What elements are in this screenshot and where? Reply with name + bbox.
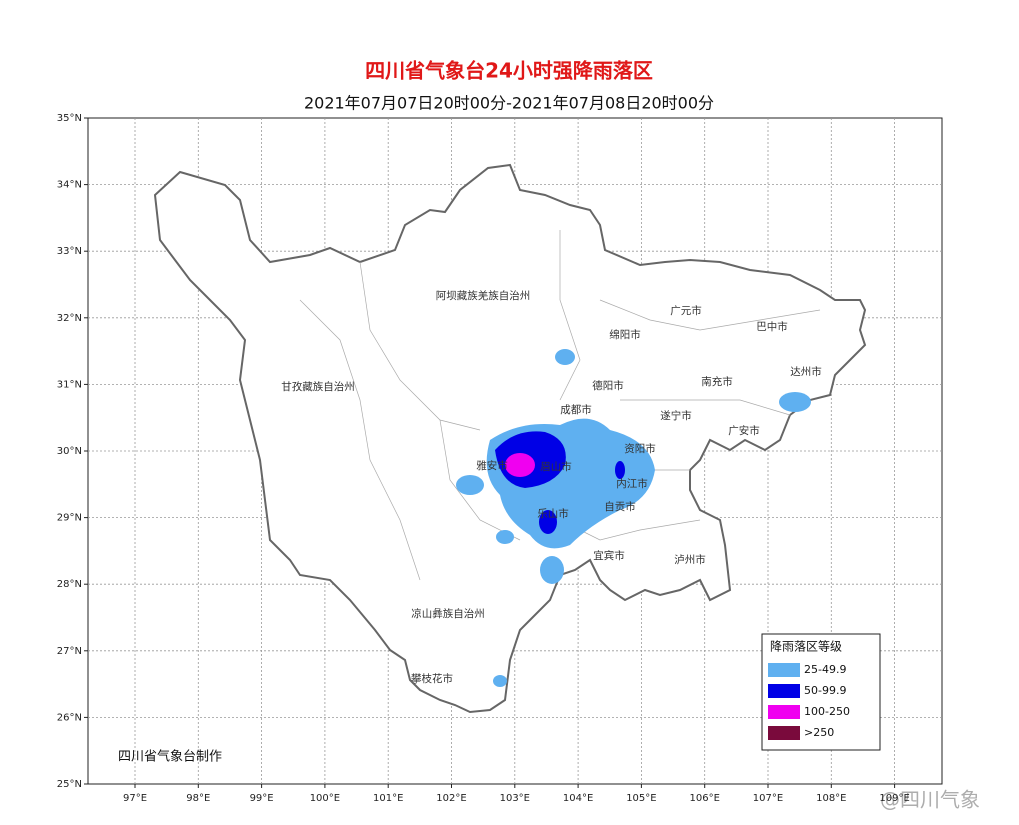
region-label: 成都市 <box>560 403 592 416</box>
lon-tick-label: 105°E <box>626 793 656 804</box>
region-label: 阿坝藏族羌族自治州 <box>436 289 531 302</box>
lon-tick-label: 97°E <box>123 793 147 804</box>
region-label: 广元市 <box>670 304 702 317</box>
region-label: 眉山市 <box>540 460 572 473</box>
lat-tick-label: 34°N <box>57 180 82 191</box>
legend-swatch <box>768 663 800 677</box>
lon-tick-label: 103°E <box>500 793 530 804</box>
region-label: 甘孜藏族自治州 <box>281 380 355 393</box>
region-label: 德阳市 <box>592 379 624 392</box>
region-labels: 阿坝藏族羌族自治州 甘孜藏族自治州 凉山彝族自治州 攀枝花市 绵阳市 广元市 巴… <box>281 289 822 685</box>
region-label: 攀枝花市 <box>411 672 453 685</box>
watermark: @四川气象 <box>880 788 980 812</box>
region-label: 泸州市 <box>674 553 706 566</box>
legend-label: 100-250 <box>804 705 850 718</box>
region-label: 宜宾市 <box>593 549 625 562</box>
region-label: 雅安市 <box>476 459 508 472</box>
lat-tick-label: 33°N <box>57 246 82 257</box>
legend-swatch <box>768 705 800 719</box>
lat-tick-label: 31°N <box>57 379 82 390</box>
lon-tick-label: 108°E <box>816 793 846 804</box>
region-label: 内江市 <box>616 477 648 490</box>
region-label: 巴中市 <box>756 320 788 333</box>
legend-title: 降雨落区等级 <box>770 640 842 654</box>
lat-tick-label: 30°N <box>57 446 82 457</box>
lon-tick-label: 98°E <box>186 793 210 804</box>
legend-swatch <box>768 726 800 740</box>
subtitle: 2021年07月07日20时00分-2021年07月08日20时00分 <box>304 94 714 113</box>
lat-tick-label: 29°N <box>57 513 82 524</box>
lat-tick-label: 27°N <box>57 646 82 657</box>
region-label: 资阳市 <box>624 442 656 455</box>
lon-tick-label: 107°E <box>753 793 783 804</box>
region-label: 绵阳市 <box>609 328 641 341</box>
lon-tick-label: 99°E <box>250 793 274 804</box>
lon-tick-label: 109°E <box>879 793 909 804</box>
region-label: 遂宁市 <box>660 409 692 422</box>
lon-tick-label: 102°E <box>436 793 466 804</box>
legend-swatch <box>768 684 800 698</box>
region-label: 自贡市 <box>604 500 636 513</box>
region-label: 凉山彝族自治州 <box>411 607 485 620</box>
legend-label: >250 <box>804 726 834 739</box>
legend: 降雨落区等级 25-49.9 50-99.9 100-250 >250 <box>761 633 881 751</box>
region-label: 乐山市 <box>537 507 569 520</box>
credit: 四川省气象台制作 <box>118 749 222 765</box>
region-label: 南充市 <box>701 375 733 388</box>
region-label: 广安市 <box>728 424 760 437</box>
region-label: 达州市 <box>790 365 822 378</box>
lon-tick-label: 106°E <box>689 793 719 804</box>
legend-label: 50-99.9 <box>804 684 846 697</box>
lat-tick-label: 35°N <box>57 113 82 124</box>
lat-tick-label: 28°N <box>57 579 82 590</box>
lon-tick-label: 100°E <box>310 793 340 804</box>
rain-areas <box>456 349 811 687</box>
lon-tick-label: 101°E <box>373 793 403 804</box>
legend-label: 25-49.9 <box>804 663 846 676</box>
lat-tick-label: 32°N <box>57 313 82 324</box>
title: 四川省气象台24小时强降雨落区 <box>365 59 653 83</box>
lat-tick-label: 26°N <box>57 712 82 723</box>
lon-tick-label: 104°E <box>563 793 593 804</box>
lat-tick-label: 25°N <box>57 779 82 790</box>
